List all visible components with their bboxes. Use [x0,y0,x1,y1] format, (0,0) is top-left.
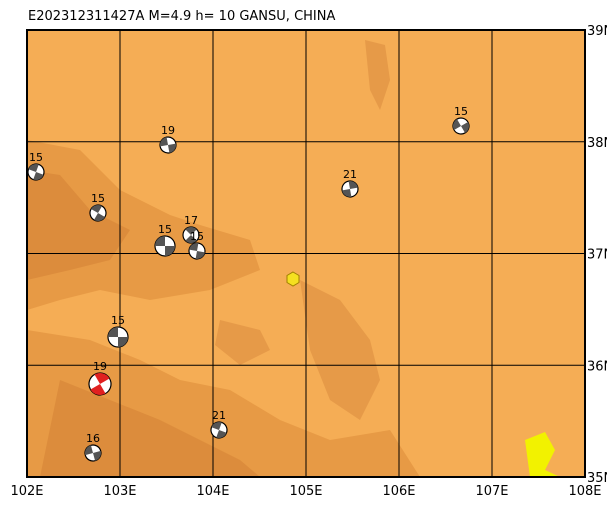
beachball [182,226,200,244]
lon-label: 107E [475,484,508,499]
beachball-quadrant [118,337,128,347]
beachball-quadrant [185,235,197,243]
beachball-quadrant [461,122,469,133]
lon-label: 106E [382,484,415,499]
beachball-quadrant [165,246,175,256]
beachball [88,372,112,396]
beachball-quadrant [168,143,176,153]
beachball-quadrant [108,327,118,337]
beachball [452,117,470,135]
events: 15 19 15 15 17 15 21 15 15 19 21 16 [27,105,470,462]
beachball-quadrant [342,189,352,197]
depth-label: 21 [343,168,357,181]
beachball [154,235,176,257]
beachball [89,204,107,222]
beachball-quadrant [453,119,461,130]
beachball [210,421,228,439]
depth-label: 15 [158,223,172,236]
depth-label: 19 [93,360,107,373]
depth-label: 16 [86,432,100,445]
beachball [107,326,129,348]
beachball-quadrant [155,236,165,246]
beachball-quadrant [33,172,44,180]
beachball [84,444,102,462]
map-frame [26,29,586,478]
lat-label: 35N [587,471,607,486]
beachball [27,163,45,181]
beachball [188,242,206,260]
beachball-quadrant [216,430,227,438]
lon-label: 102E [10,484,43,499]
beachball-quadrant [94,213,105,221]
depth-label: 15 [111,314,125,327]
depth-label: 15 [454,105,468,118]
beachball-quadrant [94,373,110,384]
beachball-quadrant [85,445,93,456]
depth-label: 19 [161,124,175,137]
lon-label: 103E [103,484,136,499]
depth-label: 15 [29,151,43,164]
lat-label: 36N [587,359,607,374]
terrain [27,40,560,477]
beachball-quadrant [195,251,205,259]
lat-label: 39N [587,24,607,39]
beachball-quadrant [348,181,358,189]
lat-label: 37N [587,248,607,263]
depth-label: 15 [91,192,105,205]
depth-label: 15 [190,230,204,243]
beachball-quadrant [90,384,106,395]
beachball-quadrant [28,164,39,172]
depth-label: 21 [212,409,226,422]
lat-label: 38N [587,136,607,151]
depth-label: 17 [184,214,198,227]
beachball [341,180,359,198]
lon-label: 104E [196,484,229,499]
epicenter [286,271,300,287]
beachball-quadrant [93,450,101,461]
beachball-quadrant [91,205,102,213]
map-title: E202312311427A M=4.9 h= 10 GANSU, CHINA [28,9,335,24]
beachball-quadrant [160,137,168,147]
beachball-quadrant [211,422,222,430]
beachball-quadrant [185,227,197,235]
lon-label: 105E [289,484,322,499]
beachball [159,136,177,154]
beachball-quadrant [189,243,199,251]
lon-label: 108E [568,484,601,499]
